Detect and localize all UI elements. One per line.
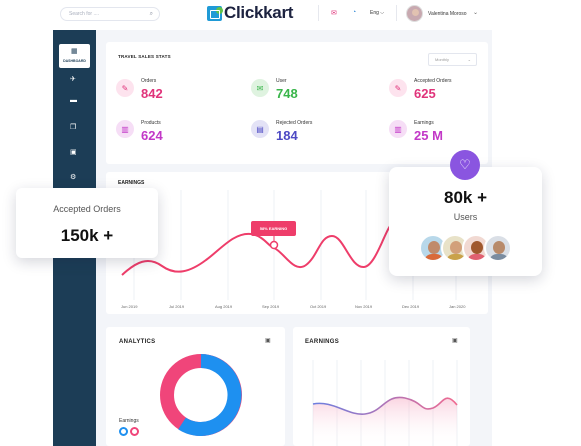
stat-value: 748 — [276, 86, 298, 101]
earnings-line — [121, 217, 403, 276]
stat-value: 625 — [414, 86, 436, 101]
earnings-chart-title: EARNINGS — [118, 180, 145, 186]
heart-icon: ♡ — [450, 150, 480, 180]
stat-value: 624 — [141, 128, 163, 143]
copy-icon[interactable]: ❐ — [70, 124, 77, 131]
avatar[interactable] — [406, 5, 423, 22]
gear-icon[interactable]: ⚙ — [70, 174, 77, 181]
donut-segment — [178, 354, 242, 436]
sidebar-item-dashboard[interactable]: ▦ DASHBOARD — [59, 44, 90, 68]
search-placeholder: Search for .... — [69, 11, 100, 17]
users-value: 80k + — [443, 188, 487, 207]
bar-chart-icon: ▥ — [389, 120, 407, 138]
bed-icon[interactable]: ▬ — [70, 97, 77, 104]
earnings-chart — [121, 190, 457, 300]
stat-value: 25 M — [414, 128, 443, 143]
earnings-title: EARNINGS — [305, 339, 340, 345]
language-select[interactable]: Eng ⌵ — [370, 10, 385, 16]
stat-label: Orders — [141, 78, 157, 84]
earnings-mini-chart — [312, 360, 458, 446]
language-label: Eng — [370, 10, 379, 16]
ticket-icon: ✎ — [389, 79, 407, 97]
legend-label: Earnings — [119, 418, 139, 424]
travel-sales-stats-card — [106, 42, 488, 164]
stat-label: Earnings — [414, 120, 434, 126]
chart-marker[interactable] — [269, 240, 279, 250]
sidebar-item-label: DASHBOARD — [63, 59, 86, 63]
stat-label: Accepted Orders — [414, 78, 452, 84]
x-axis-label: Jun 2019 — [121, 304, 138, 309]
stat-value: 842 — [141, 86, 163, 101]
analytics-title: ANALYTICS — [119, 339, 156, 345]
earning-badge: 58% EARNING — [251, 221, 296, 236]
x-axis-label: Jul 2019 — [169, 304, 185, 309]
search-icon[interactable]: ⌕ — [149, 11, 153, 17]
legend-marker — [130, 427, 139, 436]
calendar-icon[interactable]: ▣ — [452, 338, 458, 344]
bar-chart-icon: ▥ — [116, 120, 134, 138]
search-input[interactable]: Search for .... ⌕ — [60, 7, 160, 21]
calendar-icon[interactable]: ▣ — [265, 338, 271, 344]
legend-marker — [119, 427, 128, 436]
user-name[interactable]: Valentina Moroso — [428, 11, 467, 17]
logo-text: Clickkart — [224, 3, 294, 22]
period-label: Monthly — [435, 57, 450, 62]
period-select[interactable]: Monthly ⌄ — [428, 53, 477, 66]
x-axis-label: Dec 2019 — [402, 304, 420, 309]
cart-logo-icon — [207, 5, 223, 21]
accepted-orders-label: Accepted Orders — [53, 204, 121, 214]
stat-value: 184 — [276, 128, 298, 143]
stats-title: TRAVEL SALES STATS — [118, 54, 171, 59]
stat-label: Rejected Orders — [276, 120, 313, 126]
avatar — [484, 234, 512, 262]
stat-label: Products — [141, 120, 161, 126]
ticket-icon: ✎ — [116, 79, 134, 97]
x-axis-label: Aug 2019 — [215, 304, 233, 309]
chevron-down-icon: ⌄ — [467, 57, 471, 62]
bell-icon[interactable]: ◔ — [352, 9, 357, 16]
accepted-orders-card: Accepted Orders 150k + — [16, 188, 158, 258]
analytics-donut — [160, 354, 242, 436]
plane-icon[interactable]: ✈ — [70, 76, 76, 83]
user-icon: ✉ — [251, 79, 269, 97]
chevron-down-icon[interactable]: ⌄ — [473, 10, 479, 16]
users-label: Users — [453, 212, 478, 222]
x-axis-label: Nov 2019 — [355, 304, 373, 309]
header-divider — [396, 5, 397, 21]
dashboard-icon: ▦ — [71, 48, 78, 55]
x-axis-label: Sep 2019 — [262, 304, 280, 309]
money-icon[interactable]: ▣ — [70, 149, 77, 156]
x-axis-label: Oct 2019 — [310, 304, 327, 309]
header-divider — [318, 5, 319, 21]
accepted-orders-value: 150k + — [60, 226, 114, 245]
earnings-line — [312, 396, 458, 415]
notification-icon[interactable]: ✉ — [331, 10, 337, 17]
stat-label: User — [276, 78, 287, 84]
x-axis-label: Jan 2020 — [449, 304, 466, 309]
logo[interactable]: Clickkart — [207, 3, 293, 23]
chart-icon: ▤ — [251, 120, 269, 138]
avatar — [462, 234, 490, 262]
earnings-area — [313, 397, 457, 446]
